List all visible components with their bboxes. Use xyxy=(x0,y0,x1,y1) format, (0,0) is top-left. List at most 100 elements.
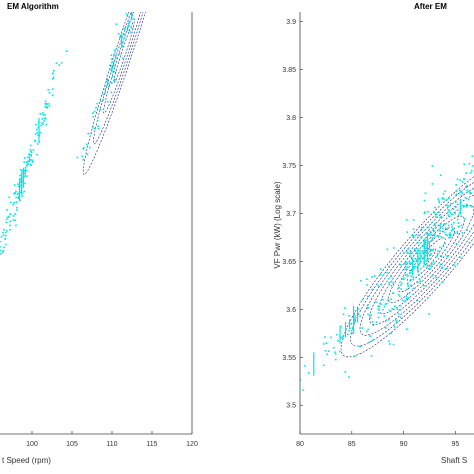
chart-left-contours xyxy=(82,12,166,175)
chart-right-point xyxy=(334,351,336,354)
chart-right-point xyxy=(324,350,327,352)
chart-right-point xyxy=(464,196,467,199)
chart-left-point xyxy=(2,249,5,252)
chart-left-point xyxy=(24,182,26,185)
chart-right-point xyxy=(402,299,404,301)
chart-left-point xyxy=(44,118,47,120)
chart-left-point xyxy=(121,57,124,59)
chart-right-point xyxy=(431,262,433,264)
chart-left-x-tick-label: 115 xyxy=(146,441,157,448)
chart-right-point xyxy=(471,165,474,167)
chart-left-point xyxy=(109,68,111,71)
chart-left-point xyxy=(52,76,55,79)
chart-right-point xyxy=(322,364,325,367)
chart-left-point xyxy=(124,37,126,39)
chart-left-point xyxy=(15,196,17,199)
chart-right-x-tick-label: 85 xyxy=(348,441,356,448)
chart-left-point xyxy=(128,16,131,18)
chart-right-point xyxy=(449,202,452,205)
chart-right-point xyxy=(366,284,368,286)
chart-left-point xyxy=(3,228,5,231)
chart-right-contour-ellipse xyxy=(407,237,446,282)
chart-right-point xyxy=(421,227,423,229)
chart-right-point xyxy=(410,250,412,253)
chart-right-point xyxy=(426,264,429,267)
chart-right-point xyxy=(388,343,391,345)
chart-left-point xyxy=(122,45,124,48)
chart-left-point xyxy=(92,112,94,114)
chart-right-point xyxy=(439,246,441,249)
chart-right-point xyxy=(414,239,417,241)
chart-left-point xyxy=(44,103,47,105)
chart-right-point xyxy=(418,264,420,266)
chart-right-point xyxy=(377,308,380,310)
chart-right-point xyxy=(440,215,443,218)
chart-left-point xyxy=(13,192,16,195)
chart-left-point xyxy=(117,33,120,35)
chart-right-point xyxy=(366,330,368,333)
chart-right-point xyxy=(405,268,408,270)
chart-right-point xyxy=(446,228,449,231)
chart-right-point xyxy=(400,282,403,284)
chart-right-point xyxy=(439,230,441,232)
chart-right-point xyxy=(449,232,451,234)
chart-left-point xyxy=(30,151,33,154)
chart-right-point xyxy=(412,293,415,295)
chart-right-point xyxy=(441,281,444,283)
chart-right-point xyxy=(459,189,461,191)
chart-right-point xyxy=(465,206,468,208)
chart-left-point xyxy=(51,94,54,97)
chart-right-point xyxy=(457,214,460,217)
chart-right-point xyxy=(361,327,364,329)
chart-left-point xyxy=(6,230,8,232)
chart-right-point xyxy=(457,225,460,228)
chart-left-point xyxy=(19,174,21,177)
chart-left-point xyxy=(131,27,133,29)
chart-right-y-tick-label: 3.75 xyxy=(282,163,296,170)
chart-right-point xyxy=(458,225,461,228)
chart-left-point xyxy=(13,201,15,204)
chart-right-point xyxy=(417,249,420,252)
chart-right-x-label: Shaft S xyxy=(441,456,467,465)
chart-right-point xyxy=(454,265,457,268)
chart-left-point xyxy=(133,18,135,20)
chart-left-point xyxy=(15,209,18,211)
chart-right-point xyxy=(437,250,439,252)
chart-right-point xyxy=(438,211,440,213)
chart-right-point xyxy=(353,355,356,357)
chart-left-point xyxy=(45,123,48,126)
chart-right-point xyxy=(459,179,461,181)
chart-right-point xyxy=(377,312,380,314)
chart-left-point xyxy=(15,224,17,227)
chart-left-point xyxy=(114,56,117,58)
chart-right-point xyxy=(366,278,368,280)
chart-right-point xyxy=(414,265,416,268)
chart-right-point xyxy=(430,263,433,266)
chart-left-point xyxy=(46,107,49,109)
chart-right-point xyxy=(454,212,457,215)
chart-right-point xyxy=(428,265,431,268)
chart-left-point xyxy=(129,31,132,33)
chart-right-point xyxy=(396,320,398,323)
chart-left-point xyxy=(25,169,28,172)
chart-right-point xyxy=(322,343,325,345)
chart-left-point xyxy=(29,159,32,161)
chart-right-point xyxy=(386,248,389,251)
chart-right-point xyxy=(447,224,450,227)
chart-right-point xyxy=(403,300,406,303)
chart-left-point xyxy=(0,253,2,255)
chart-right-point xyxy=(412,278,415,281)
chart-right-point xyxy=(434,225,437,227)
chart-right-point xyxy=(455,206,457,208)
chart-left-point xyxy=(13,184,16,186)
chart-right-point xyxy=(447,214,450,217)
chart-right-x-ticks: 80 85 90 95 xyxy=(296,431,459,448)
chart-right-x-tick-label: 95 xyxy=(451,441,459,448)
chart-left-point xyxy=(96,102,98,105)
chart-right-point xyxy=(448,215,451,218)
chart-right-points xyxy=(300,155,474,430)
chart-right-contour-ellipse xyxy=(369,194,474,325)
chart-left: EM Algorithm 100 105 110 115 120 t Speed (rp… xyxy=(0,2,198,465)
chart-right-point xyxy=(440,235,443,238)
chart-left-point xyxy=(111,76,114,78)
